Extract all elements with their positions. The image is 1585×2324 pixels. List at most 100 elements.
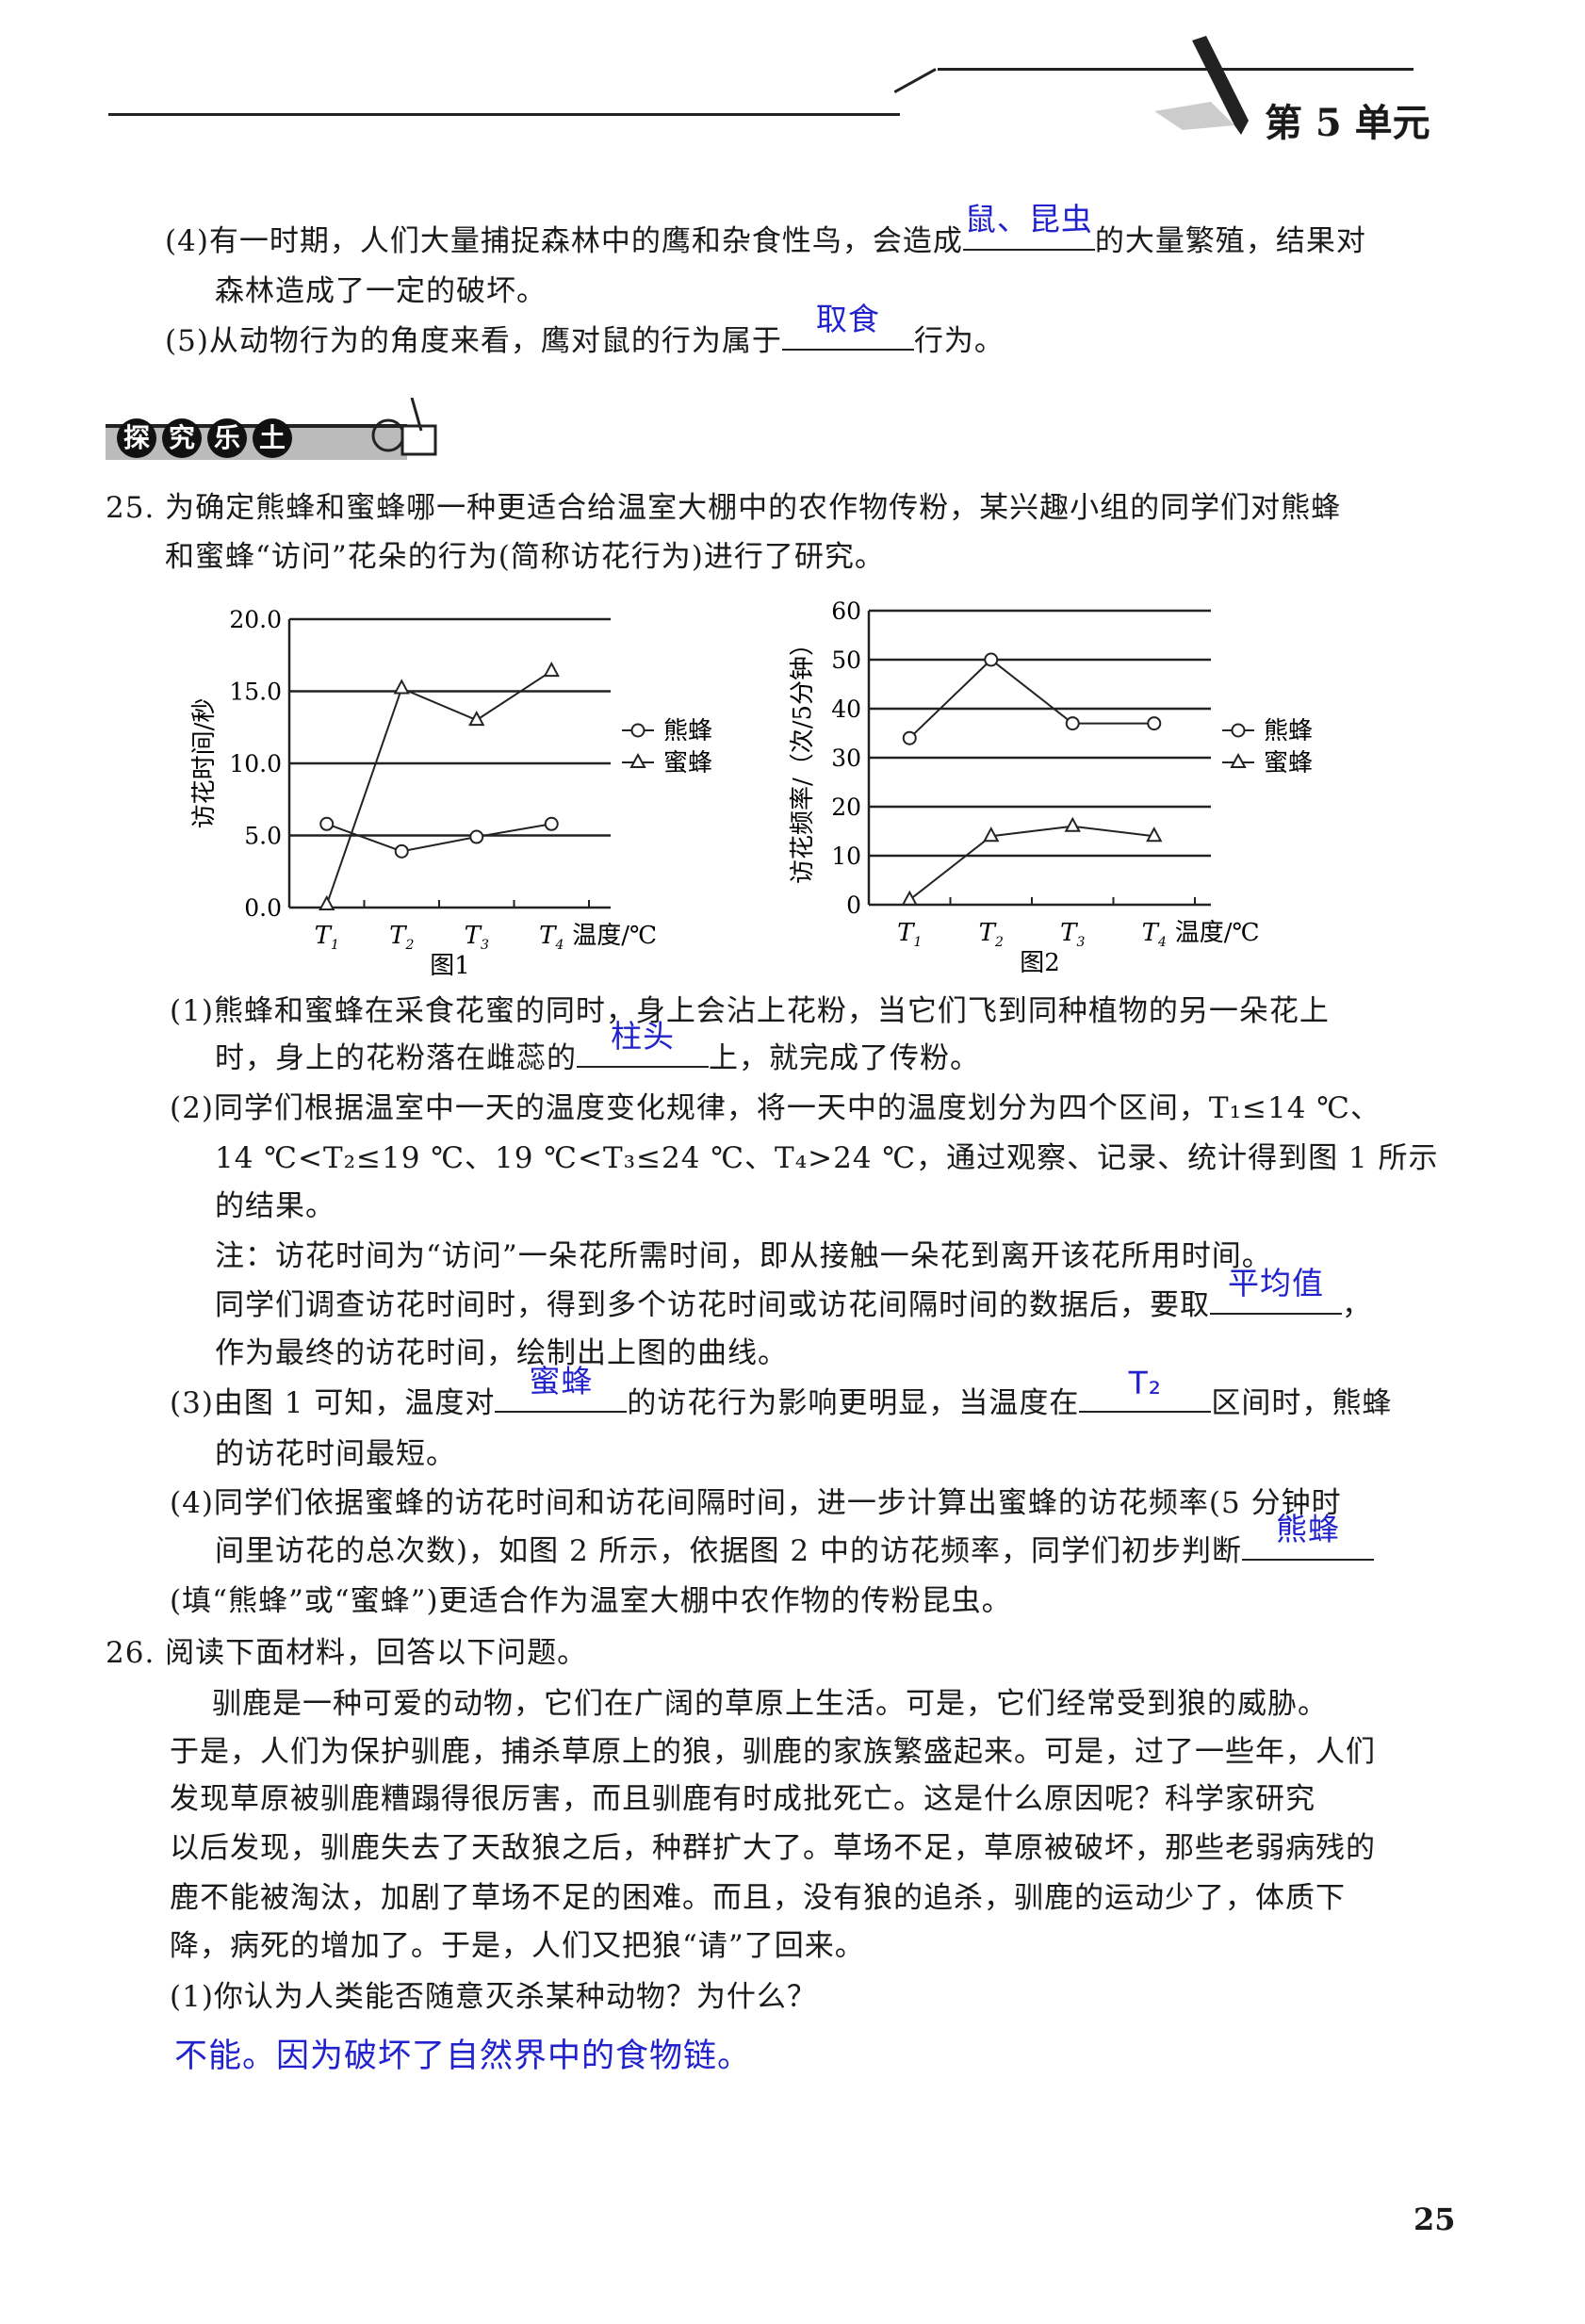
text-segment: (填“熊蜂”或“蜜蜂”)更适合作为温室大棚中农作物的传粉昆虫。 bbox=[170, 1584, 1012, 1618]
x-tick-label: T2 bbox=[979, 919, 1004, 950]
answer-blank[interactable]: T₂ bbox=[1079, 1365, 1212, 1413]
text-segment: 的大量繁殖，结果对 bbox=[1094, 224, 1366, 258]
text-segment: 同学们调查访花时间时，得到多个访花时间或访花间隔时间的数据后，要取 bbox=[215, 1288, 1210, 1322]
data-point-triangle bbox=[319, 894, 335, 910]
handwritten-answer: 平均值 bbox=[1228, 1265, 1324, 1301]
text-line: 14 ℃<T₂≤19 ℃、19 ℃<T₃≤24 ℃、T₄>24 ℃，通过观察、记… bbox=[215, 1134, 1439, 1176]
data-point-circle bbox=[544, 816, 559, 831]
answer-blank[interactable]: 蜜蜂 bbox=[495, 1363, 628, 1413]
data-point-triangle bbox=[901, 890, 918, 906]
unit-title: 第 5 单元 bbox=[1265, 101, 1430, 145]
text-line: (2)同学们根据温室中一天的温度变化规律，将一天中的温度划分为四个区间，T₁≤1… bbox=[170, 1084, 1381, 1126]
chart-title: 图1 bbox=[430, 952, 470, 980]
text-segment: (4)同学们依据蜜蜂的访花时间和访花间隔时间，进一步计算出蜜蜂的访花频率(5 分… bbox=[170, 1486, 1342, 1520]
text-segment: 于是，人们为保护驯鹿，捕杀草原上的狼，驯鹿的家族繁盛起来。可是，过了一些年，人们 bbox=[170, 1735, 1376, 1769]
handwritten-answer: 取食 bbox=[815, 301, 880, 337]
data-point-circle bbox=[1231, 723, 1246, 738]
answer-blank[interactable]: 平均值 bbox=[1210, 1265, 1342, 1315]
text-line: (3)由图 1 可知，温度对 蜜蜂 的访花行为影响更明显，当温度在 T₂ 区间时，熊蜂 bbox=[170, 1363, 1393, 1421]
text-segment: 发现草原被驯鹿糟蹋得很厉害，而且驯鹿有时成批死亡。这是什么原因呢？科学家研究 bbox=[170, 1782, 1315, 1816]
text-line: 26. 阅读下面材料，回答以下问题。 bbox=[106, 1628, 587, 1671]
handwritten-answer: 鼠、昆虫 bbox=[964, 201, 1093, 237]
x-axis-label: 温度/℃ bbox=[1175, 919, 1260, 947]
text-segment: 行为。 bbox=[913, 324, 1005, 358]
data-point-circle bbox=[1065, 716, 1080, 731]
text-line: 发现草原被驯鹿糟蹋得很厉害，而且驯鹿有时成批死亡。这是什么原因呢？科学家研究 bbox=[170, 1775, 1315, 1817]
header-rule-right bbox=[938, 68, 1413, 71]
text-segment: 14 ℃<T₂≤19 ℃、19 ℃<T₃≤24 ℃、T₄>24 ℃，通过观察、记… bbox=[215, 1141, 1439, 1175]
text-line: 不能。因为破坏了自然界中的食物链。 bbox=[174, 2029, 751, 2077]
legend-label: 蜜蜂 bbox=[1264, 749, 1313, 777]
text-line: 鹿不能被淘汰，加剧了草场不足的困难。而且，没有狼的追杀，驯鹿的运动少了，体质下 bbox=[170, 1874, 1346, 1916]
text-line: (5)从动物行为的角度来看，鹰对鼠的行为属于 取食 行为。 bbox=[165, 301, 1005, 359]
banner-char: 土 bbox=[253, 418, 292, 458]
banner-char: 乐 bbox=[207, 418, 247, 458]
y-tick-label: 10 bbox=[831, 843, 861, 870]
series-line bbox=[326, 823, 552, 853]
text-line: 25. 为确定熊蜂和蜜蜂哪一种更适合给温室大棚中的农作物传粉，某兴趣小组的同学们… bbox=[106, 483, 1341, 526]
text-line: 降，病死的增加了。于是，人们又把狼“请”了回来。 bbox=[170, 1922, 865, 1964]
text-segment: 上，就完成了传粉。 bbox=[709, 1041, 980, 1075]
legend-label: 蜜蜂 bbox=[663, 749, 712, 777]
data-point-circle bbox=[902, 730, 917, 745]
x-tick-label: T2 bbox=[389, 922, 414, 953]
text-segment: 以后发现，驯鹿失去了天敌狼之后，种群扩大了。草场不足，草原被破坏，那些老弱病残的 bbox=[170, 1831, 1376, 1865]
text-line: 间里访花的总次数)，如图 2 所示，依据图 2 中的访花频率，同学们初步判断 熊蜂 bbox=[215, 1511, 1374, 1569]
text-line: 的访花时间最短。 bbox=[215, 1430, 456, 1472]
data-point-circle bbox=[1147, 716, 1162, 731]
text-line: 同学们调查访花时间时，得到多个访花时间或访花间隔时间的数据后，要取 平均值 ， bbox=[215, 1265, 1372, 1323]
x-axis-label: 温度/℃ bbox=[572, 922, 657, 950]
section-banner: 探 究 乐 土 bbox=[106, 398, 441, 460]
writing-hand-icon bbox=[371, 398, 437, 456]
text-segment: 降，病死的增加了。于是，人们又把狼“请”了回来。 bbox=[170, 1929, 865, 1963]
chart-title: 图2 bbox=[1020, 949, 1060, 977]
answer-blank[interactable]: 取食 bbox=[781, 301, 914, 351]
y-tick-label: 30 bbox=[831, 745, 861, 772]
handwritten-answer: 蜜蜂 bbox=[529, 1363, 594, 1399]
handwritten-answer: 熊蜂 bbox=[1275, 1511, 1340, 1547]
chart-fig2: 0 10 20 30 40 50 60 T1 T2 T3 T4 温度/℃ 图2 访花频率/（次/5分钟） 熊… bbox=[789, 597, 1313, 977]
banner-char: 探 bbox=[117, 418, 156, 458]
text-segment: 区间时，熊蜂 bbox=[1211, 1386, 1393, 1420]
y-tick-label: 50 bbox=[831, 646, 861, 674]
data-point-triangle bbox=[543, 661, 560, 678]
text-line: 森林造成了一定的破坏。 bbox=[215, 267, 547, 309]
text-segment: 森林造成了一定的破坏。 bbox=[215, 274, 547, 308]
x-tick-label: T4 bbox=[539, 922, 564, 953]
answer-blank[interactable]: 鼠、昆虫 bbox=[962, 201, 1095, 251]
chart-fig1: 0.0 5.0 10.0 15.0 20.0 T1 T2 T3 T4 温度/℃ 图1 访花时间/秒 熊蜂… bbox=[190, 606, 712, 980]
handwritten-answer: 不能。因为破坏了自然界中的食物链。 bbox=[174, 2038, 752, 2075]
pencil-icon bbox=[1154, 36, 1249, 135]
y-tick-label: 20 bbox=[831, 794, 861, 821]
answer-blank[interactable]: 熊蜂 bbox=[1241, 1511, 1374, 1561]
legend-label: 熊蜂 bbox=[663, 717, 712, 745]
text-segment: 的结果。 bbox=[215, 1189, 335, 1223]
y-tick-label: 15.0 bbox=[229, 679, 282, 706]
handwritten-answer: T₂ bbox=[1128, 1365, 1163, 1401]
series-line bbox=[908, 658, 1154, 739]
text-segment: (5)从动物行为的角度来看，鹰对鼠的行为属于 bbox=[165, 324, 782, 358]
text-segment: 注：访花时间为“访问”一朵花所需时间，即从接触一朵花到离开该花所用时间。 bbox=[215, 1239, 1272, 1273]
text-line: (1)熊蜂和蜜蜂在采食花蜜的同时，身上会沾上花粉，当它们飞到同种植物的另一朵花上 bbox=[170, 987, 1330, 1029]
text-line: (4)同学们依据蜜蜂的访花时间和访花间隔时间，进一步计算出蜜蜂的访花频率(5 分… bbox=[170, 1479, 1342, 1521]
x-tick-label: T3 bbox=[1060, 919, 1085, 950]
text-line: 以后发现，驯鹿失去了天敌狼之后，种群扩大了。草场不足，草原被破坏，那些老弱病残的 bbox=[170, 1824, 1376, 1866]
data-point-triangle bbox=[393, 679, 410, 695]
text-segment: (1)熊蜂和蜜蜂在采食花蜜的同时，身上会沾上花粉，当它们飞到同种植物的另一朵花上 bbox=[170, 994, 1330, 1028]
text-line: 作为最终的访花时间，绘制出上图的曲线。 bbox=[215, 1329, 788, 1371]
legend-label: 熊蜂 bbox=[1264, 717, 1313, 745]
text-segment: 26. 阅读下面材料，回答以下问题。 bbox=[106, 1636, 588, 1670]
text-segment: 驯鹿是一种可爱的动物，它们在广阔的草原上生活。可是，它们经常受到狼的威胁。 bbox=[212, 1687, 1328, 1721]
text-segment: (2)同学们根据温室中一天的温度变化规律，将一天中的温度划分为四个区间，T₁≤1… bbox=[170, 1091, 1381, 1125]
data-point-circle bbox=[469, 829, 484, 844]
answer-blank[interactable]: 柱头 bbox=[577, 1018, 709, 1068]
text-segment: ， bbox=[1342, 1288, 1372, 1322]
y-axis-label: 访花频率/（次/5分钟） bbox=[789, 631, 817, 884]
y-tick-label: 40 bbox=[831, 696, 861, 723]
data-point-triangle bbox=[1064, 816, 1081, 832]
data-point-circle bbox=[630, 723, 645, 738]
text-line: 于是，人们为保护驯鹿，捕杀草原上的狼，驯鹿的家族繁盛起来。可是，过了一些年，人们 bbox=[170, 1727, 1376, 1770]
header-rule-slant bbox=[893, 68, 937, 93]
page-number: 25 bbox=[1413, 2201, 1456, 2237]
handwritten-answer: 柱头 bbox=[611, 1018, 675, 1055]
